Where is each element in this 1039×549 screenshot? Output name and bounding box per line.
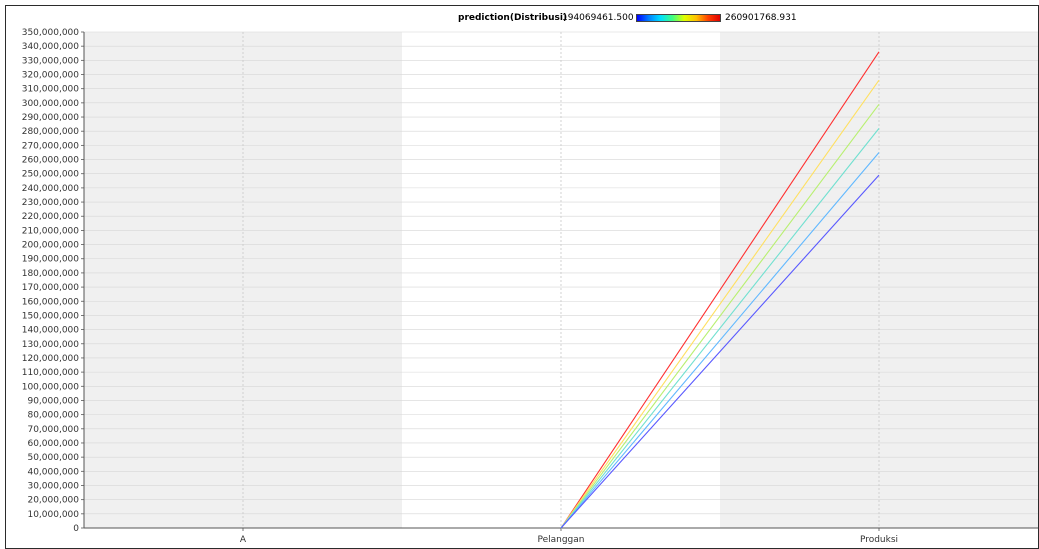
y-tick-label-28: 280,000,000 <box>22 127 80 137</box>
y-tick-label-29: 290,000,000 <box>22 113 80 123</box>
series-line-2 <box>560 103 880 529</box>
y-tick-label-17: 170,000,000 <box>22 283 80 293</box>
y-tick-label-26: 260,000,000 <box>22 156 80 166</box>
y-tick-label-16: 160,000,000 <box>22 297 80 307</box>
y-tick-label-23: 230,000,000 <box>22 198 80 208</box>
y-tick-label-24: 240,000,000 <box>22 184 80 194</box>
y-tick-label-20: 200,000,000 <box>22 241 80 251</box>
y-tick-label-18: 180,000,000 <box>22 269 80 279</box>
y-tick-label-3: 30,000,000 <box>27 481 79 491</box>
y-tick-label-12: 120,000,000 <box>22 354 80 364</box>
x-tick-label-2: Produksi <box>860 535 898 545</box>
legend-color-gradient <box>636 14 721 22</box>
y-tick-label-21: 210,000,000 <box>22 226 80 236</box>
y-tick-label-14: 140,000,000 <box>22 326 80 336</box>
color-legend: prediction(Distribusi) 194069461.500 260… <box>6 6 1038 30</box>
y-tick-label-4: 40,000,000 <box>27 467 79 477</box>
legend-title: prediction(Distribusi) <box>458 13 568 23</box>
series-line-1 <box>560 79 880 529</box>
y-tick-label-19: 190,000,000 <box>22 255 80 265</box>
series-line-0 <box>560 51 880 529</box>
y-tick-label-13: 130,000,000 <box>22 340 80 350</box>
y-tick-label-9: 90,000,000 <box>27 396 79 406</box>
y-tick-label-32: 320,000,000 <box>22 71 80 81</box>
y-tick-label-25: 250,000,000 <box>22 170 80 180</box>
y-tick-label-2: 20,000,000 <box>27 496 79 506</box>
y-tick-label-5: 50,000,000 <box>27 453 79 463</box>
legend-max-value: 260901768.931 <box>725 13 797 23</box>
y-tick-label-34: 340,000,000 <box>22 42 80 52</box>
y-tick-label-15: 150,000,000 <box>22 311 80 321</box>
y-tick-label-10: 100,000,000 <box>22 382 80 392</box>
x-tick-label-0: A <box>240 535 247 545</box>
legend-min-value: 194069461.500 <box>562 13 634 23</box>
series-line-4 <box>560 152 880 529</box>
series-line-5 <box>560 174 880 529</box>
y-tick-label-8: 80,000,000 <box>27 411 79 421</box>
y-tick-label-27: 270,000,000 <box>22 141 80 151</box>
y-tick-label-31: 310,000,000 <box>22 85 80 95</box>
y-tick-label-7: 70,000,000 <box>27 425 79 435</box>
y-tick-label-35: 350,000,000 <box>22 28 80 38</box>
y-tick-label-33: 330,000,000 <box>22 56 80 66</box>
series-line-3 <box>560 128 880 529</box>
y-tick-label-0: 0 <box>73 524 79 534</box>
y-tick-label-30: 300,000,000 <box>22 99 80 109</box>
parallel-coordinates-plot: 0 10,000,000 20,000,000 30,000,000 40,000,00… <box>22 28 1038 545</box>
y-tick-label-22: 220,000,000 <box>22 212 80 222</box>
y-tick-label-6: 60,000,000 <box>27 439 79 449</box>
y-tick-label-11: 110,000,000 <box>22 368 80 378</box>
chart-frame: prediction(Distribusi) 194069461.500 260… <box>5 5 1039 549</box>
x-tick-label-1: Pelanggan <box>537 535 584 545</box>
y-tick-label-1: 10,000,000 <box>27 510 79 520</box>
